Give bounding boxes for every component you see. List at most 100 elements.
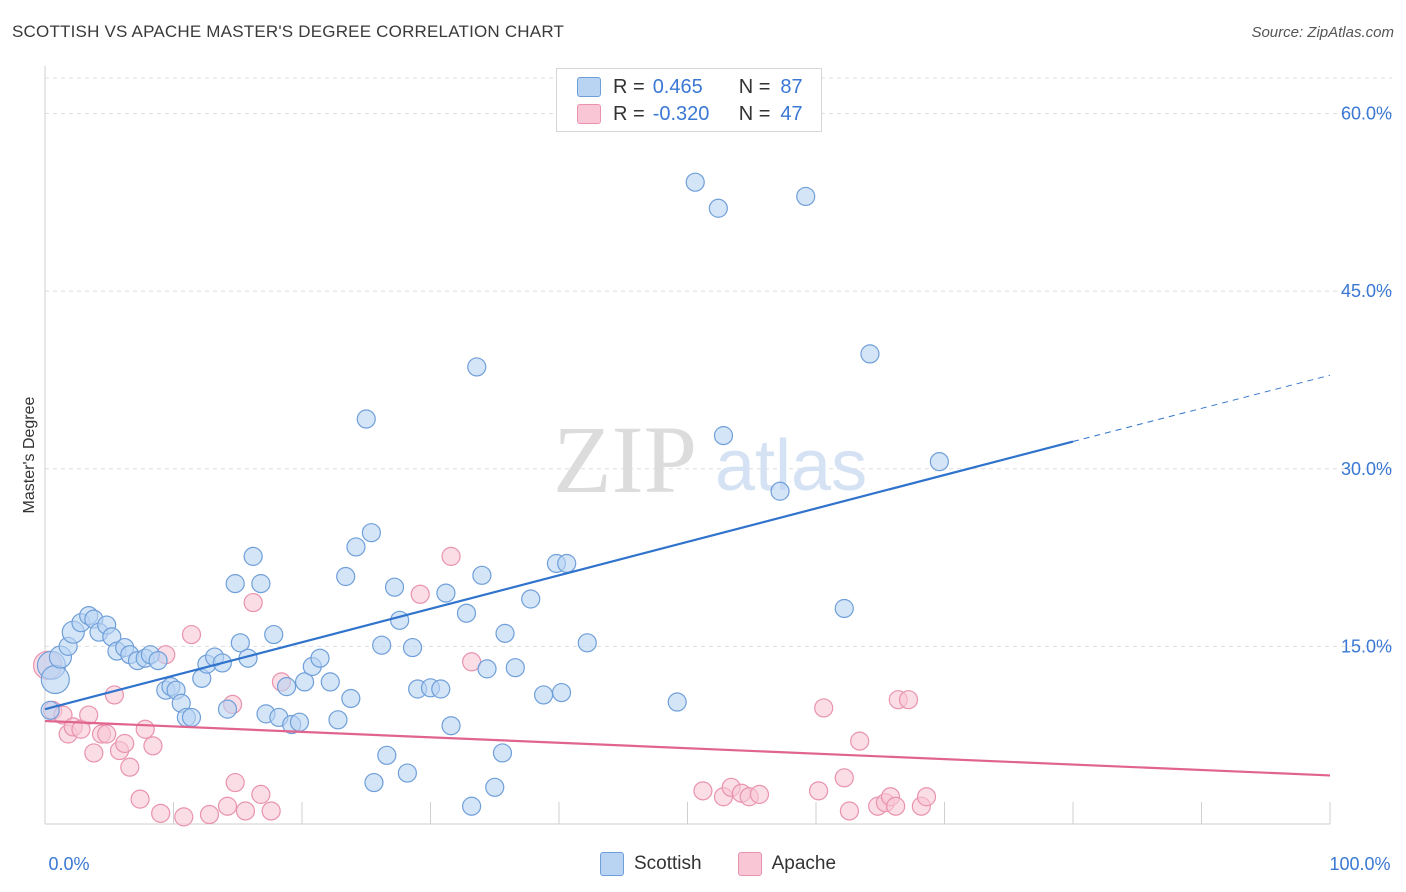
series-legend: Scottish Apache — [600, 852, 872, 876]
apache-point — [174, 807, 194, 827]
apache-point — [898, 690, 919, 710]
y-tick-label: 60.0% — [1341, 104, 1392, 124]
apache-point — [886, 796, 906, 816]
legend-row-scottish: R = 0.465 N = 87 — [577, 74, 803, 100]
tick-labels: 15.0% 30.0% 45.0% 60.0% 0.0% 100.0% — [48, 104, 1392, 874]
scottish-point — [441, 716, 461, 736]
apache-swatch — [577, 104, 601, 124]
x-tick-label: 100.0% — [1329, 854, 1390, 874]
apache-point — [749, 784, 770, 804]
scottish-point — [372, 635, 392, 655]
scottish-point — [217, 699, 238, 719]
scottish-point — [796, 186, 816, 207]
legend-row-apache: R = -0.320 N = 47 — [577, 101, 803, 127]
scottish-point — [685, 172, 705, 192]
scottish-point — [551, 682, 572, 703]
apache-r-value: -0.320 — [652, 102, 710, 125]
apache-point — [225, 772, 245, 793]
apache-legend-label: Apache — [771, 853, 837, 874]
apache-point — [143, 736, 163, 756]
scottish-point — [397, 763, 417, 783]
scottish-point — [505, 658, 525, 678]
apache-point — [135, 719, 155, 739]
scottish-point — [148, 650, 168, 671]
apache-point — [97, 724, 117, 744]
apache-point — [410, 584, 430, 604]
scottish-point — [713, 426, 734, 446]
scottish-point — [243, 546, 263, 566]
scottish-point — [477, 659, 497, 679]
scottish-point — [251, 574, 271, 594]
trend-lines — [44, 374, 1331, 777]
n-label: N = — [738, 75, 771, 98]
scottish-legend-label: Scottish — [634, 853, 702, 874]
apache-point — [261, 801, 281, 821]
x-tick-label: 0.0% — [48, 854, 89, 874]
apache-point — [235, 801, 256, 821]
scottish-point — [276, 677, 297, 697]
scottish-point — [225, 574, 245, 594]
scottish-point — [472, 565, 492, 585]
scottish-n-value: 87 — [780, 75, 803, 98]
scottish-point — [361, 523, 381, 543]
scottish-point — [860, 344, 880, 364]
y-axis-label: Master's Degree — [21, 396, 38, 514]
apache-point — [850, 731, 870, 751]
scottish-point — [462, 796, 482, 816]
y-tick-label: 45.0% — [1341, 281, 1392, 301]
apache-point — [693, 781, 713, 801]
n-label: N = — [738, 102, 771, 125]
apache-point — [79, 705, 99, 725]
apache-legend-swatch — [737, 852, 762, 876]
scottish-point — [230, 633, 250, 653]
scottish-trend-extension — [1072, 374, 1331, 443]
r-label: R = — [613, 102, 645, 125]
legend-item-scottish[interactable]: Scottish — [600, 852, 702, 876]
scottish-trend-line — [44, 440, 1074, 711]
apache-point — [839, 801, 860, 821]
scottish-point — [390, 610, 410, 630]
scottish-point — [320, 672, 340, 692]
apache-point — [151, 803, 171, 823]
scottish-point — [40, 664, 70, 695]
watermark: ZIP atlas — [553, 406, 867, 513]
apache-point — [916, 787, 937, 807]
scottish-point — [341, 688, 361, 709]
scottish-point — [264, 624, 284, 645]
apache-point — [441, 546, 461, 566]
scottish-point — [557, 553, 577, 574]
scottish-point — [328, 710, 348, 730]
apache-point — [130, 789, 150, 809]
scottish-point — [402, 637, 423, 658]
scottish-point — [40, 700, 60, 720]
y-tick-label: 30.0% — [1341, 459, 1392, 479]
scottish-point — [533, 685, 554, 705]
apache-point — [84, 743, 104, 763]
apache-point — [808, 781, 829, 801]
apache-trend-line — [44, 719, 1331, 777]
scottish-point — [431, 679, 451, 699]
r-label: R = — [613, 75, 645, 98]
scottish-point — [492, 743, 513, 763]
apache-point — [199, 804, 220, 825]
chart-title: SCOTTISH VS APACHE MASTER'S DEGREE CORRE… — [12, 22, 565, 41]
apache-point — [814, 698, 834, 718]
apache-point — [243, 592, 263, 613]
scottish-point — [667, 692, 687, 712]
apache-point — [834, 768, 854, 788]
scottish-point — [356, 409, 376, 429]
scottish-point — [577, 633, 597, 653]
scottish-swatch — [577, 77, 601, 97]
scottish-r-value: 0.465 — [652, 75, 703, 98]
correlation-legend: R = 0.465 N = 87 R = -0.320 N = 47 — [556, 68, 822, 132]
y-tick-label: 15.0% — [1341, 636, 1392, 656]
scottish-point — [346, 537, 366, 557]
apache-point — [115, 733, 135, 754]
watermark-zip: ZIP — [553, 406, 697, 513]
apache-point — [120, 757, 140, 777]
legend-item-apache[interactable]: Apache — [737, 852, 837, 876]
scottish-point — [708, 198, 728, 218]
scottish-point — [294, 672, 315, 692]
scottish-point — [364, 772, 384, 793]
